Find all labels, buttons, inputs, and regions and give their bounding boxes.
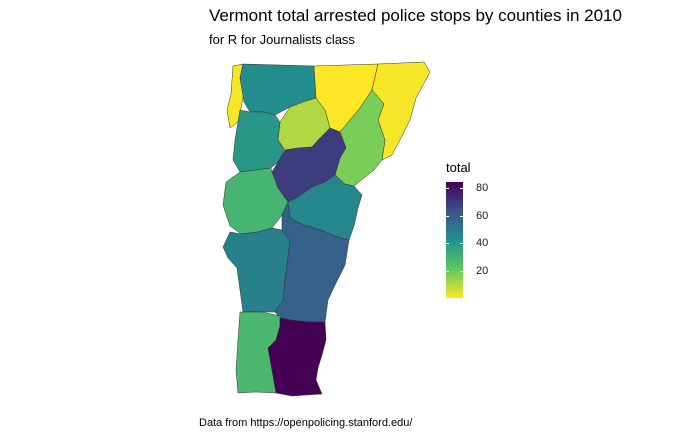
legend-tick-label: 40 <box>476 237 489 250</box>
county-chittenden <box>232 109 285 173</box>
legend-tick-mark <box>460 188 463 189</box>
legend-tick-label: 20 <box>476 265 489 278</box>
legend-tick-mark <box>446 271 449 272</box>
legend-tick-mark <box>460 271 463 272</box>
legend-tick-mark <box>460 243 463 244</box>
legend-title: total <box>446 160 471 175</box>
legend-tick-label: 60 <box>476 209 489 222</box>
legend-tick-mark <box>446 243 449 244</box>
map-subtitle: for R for Journalists class <box>209 32 355 47</box>
legend-tick-mark <box>446 216 449 217</box>
county-rutland <box>222 227 291 313</box>
county-windham <box>267 317 327 397</box>
county-windsor <box>274 201 350 323</box>
legend-colorbar <box>446 182 463 298</box>
legend-tick-mark <box>446 188 449 189</box>
legend-tick-label: 80 <box>476 181 489 194</box>
map-title: Vermont total arrested police stops by c… <box>209 6 622 25</box>
legend-tick-mark <box>460 216 463 217</box>
map-caption: Data from https://openpolicing.stanford.… <box>199 417 413 429</box>
